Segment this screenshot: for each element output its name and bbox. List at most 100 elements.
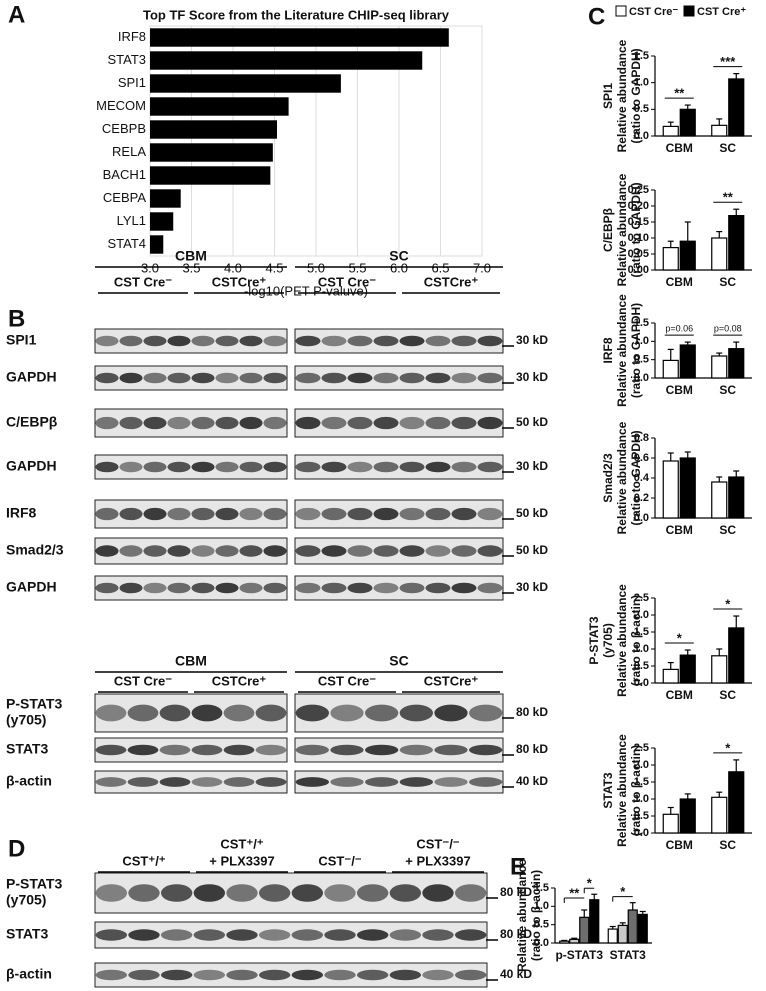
bar — [150, 235, 164, 254]
blot-band — [95, 744, 127, 756]
blot-band — [422, 929, 454, 941]
y-axis-label: Relative abundance — [515, 859, 529, 972]
blot-band — [239, 545, 263, 557]
bar — [711, 355, 728, 379]
blot-band — [347, 372, 373, 384]
y-axis-label: (ratio to GAPDH) — [629, 430, 643, 525]
bar — [150, 74, 341, 93]
blot-band — [191, 372, 215, 384]
x-tick-label: SC — [719, 838, 736, 852]
blot-band — [330, 704, 364, 722]
x-tick-label: 4.0 — [224, 260, 242, 275]
bar — [662, 359, 679, 379]
x-tick-label: p-STAT3 — [555, 948, 603, 962]
blot-band — [425, 372, 451, 384]
blot-band — [399, 582, 425, 594]
blot-band — [95, 372, 119, 384]
blot-band — [239, 582, 263, 594]
blot-band — [365, 777, 399, 787]
bar — [150, 51, 423, 70]
bar — [728, 627, 745, 684]
blot-band — [127, 704, 159, 722]
blot-band — [356, 969, 389, 981]
panel-letter: A — [8, 1, 25, 28]
blot-band — [425, 461, 451, 473]
x-axis-label: -log10(PET P-valuve) — [244, 283, 368, 298]
blot-band — [373, 545, 399, 557]
blot-band — [119, 545, 143, 557]
blot-frame — [94, 737, 288, 763]
bar — [728, 78, 745, 137]
bar — [679, 798, 696, 834]
blot-band — [451, 507, 477, 521]
blot-band — [356, 929, 389, 941]
blot-band — [295, 507, 321, 521]
y-tick-label: LYL1 — [117, 213, 146, 228]
y-axis-label: C/EBPβ — [601, 208, 615, 252]
blot-band — [143, 545, 167, 557]
y-tick-label: 0.10 — [628, 232, 649, 244]
blot-band — [119, 507, 143, 521]
blot-band — [167, 335, 191, 347]
blot-band — [373, 461, 399, 473]
legend-swatch — [615, 5, 627, 17]
group-label: CBM — [175, 248, 207, 264]
bar — [679, 240, 696, 271]
blot-band — [451, 545, 477, 557]
blot-band — [291, 929, 324, 941]
blot-band — [143, 335, 167, 347]
significance-label: p=0.06 — [665, 323, 693, 333]
blot-band — [95, 416, 119, 430]
blot-band — [291, 884, 324, 902]
row-label: STAT3 — [6, 926, 48, 942]
blot-band — [95, 582, 119, 594]
blot-band — [226, 884, 258, 902]
y-tick-label: CEBPB — [102, 121, 146, 136]
blot-band — [167, 582, 191, 594]
bar — [711, 481, 728, 519]
blot-band — [324, 884, 356, 902]
blot-frame — [294, 770, 504, 794]
y-tick-label: 0.5 — [634, 810, 649, 822]
blot-band — [477, 461, 503, 473]
row-label: P-STAT3 — [6, 876, 62, 892]
blot-band — [95, 969, 128, 981]
y-tick-label: STAT3 — [107, 52, 146, 67]
y-axis-label: Relative abundance — [615, 173, 629, 286]
blot-band — [215, 507, 239, 521]
y-axis-label: STAT3 — [601, 772, 615, 809]
blot-band — [167, 372, 191, 384]
legend-label: CST Cre⁻ — [629, 6, 678, 18]
blot-band — [389, 884, 422, 902]
y-tick-label: 0.15 — [628, 216, 649, 228]
blot-band — [356, 884, 389, 902]
significance-label: * — [725, 740, 731, 755]
blot-frame — [94, 770, 288, 794]
blot-band — [95, 545, 119, 557]
x-tick-label: CBM — [666, 383, 693, 397]
blot-band — [193, 929, 226, 941]
y-axis-label: IRF8 — [601, 337, 615, 363]
x-tick-label: 5.5 — [348, 260, 366, 275]
significance-label: * — [587, 876, 593, 891]
subgroup-label: + PLX3397 — [405, 853, 470, 868]
blot-band — [95, 884, 128, 902]
blot-band — [469, 777, 503, 787]
blot-band — [127, 744, 159, 756]
blot-band — [347, 416, 373, 430]
blot-band — [399, 704, 433, 722]
y-tick-label: 0.0 — [634, 512, 649, 524]
bar — [150, 120, 277, 139]
blot-frame — [94, 962, 488, 988]
y-tick-label: 2.5 — [634, 592, 649, 604]
x-tick-label: CBM — [666, 688, 693, 702]
blot-band — [167, 545, 191, 557]
blot-band — [258, 884, 291, 902]
blot-band — [347, 461, 373, 473]
blot-band — [143, 372, 167, 384]
y-axis-label: Relative abundance — [615, 734, 629, 847]
y-tick-label: STAT4 — [107, 236, 146, 251]
blot-band — [373, 372, 399, 384]
blot-band — [160, 969, 193, 981]
blot-band — [295, 704, 329, 722]
